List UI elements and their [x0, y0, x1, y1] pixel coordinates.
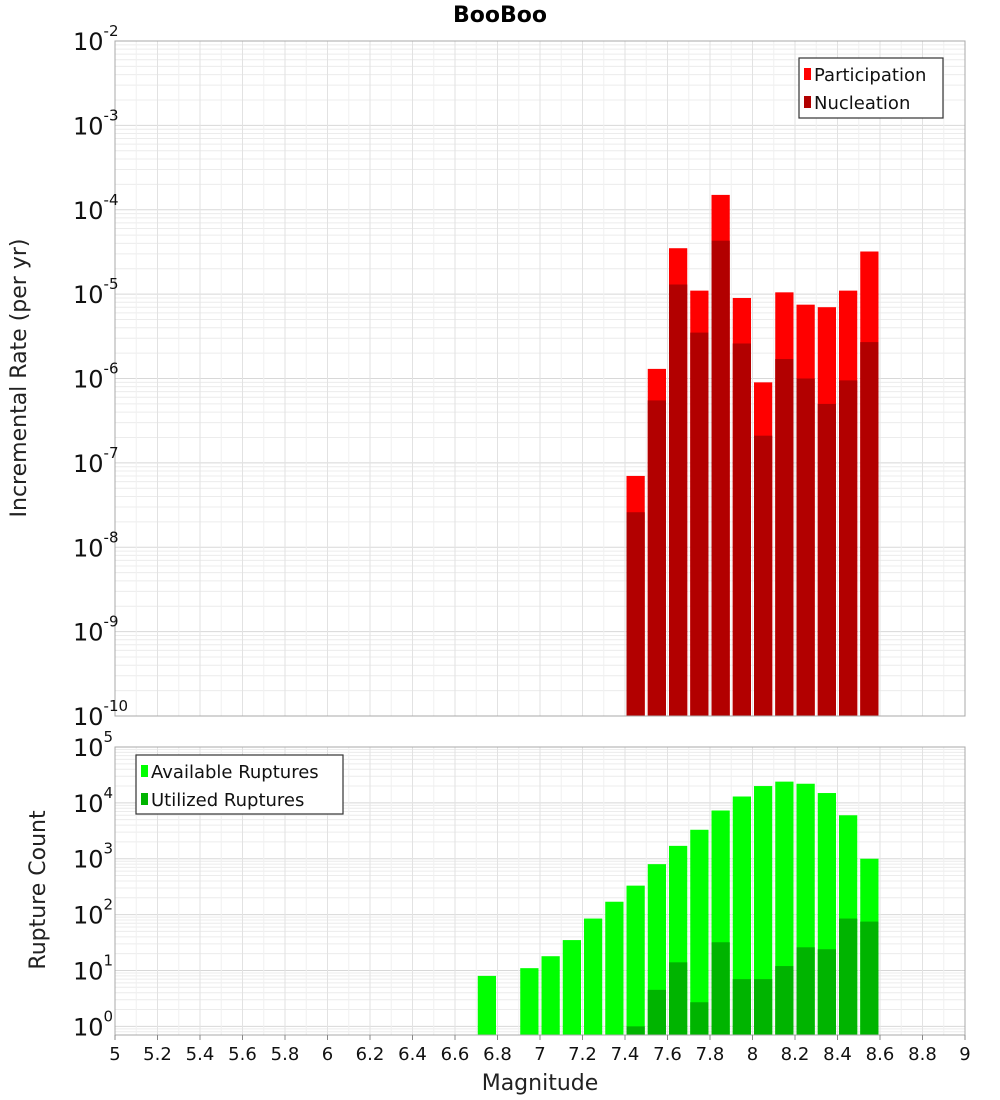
rate-grid: [114, 41, 966, 717]
rate-y-tick-label: 10-4: [73, 191, 119, 225]
x-tick-label: 7.6: [653, 1044, 682, 1065]
x-tick-label: 5.2: [143, 1044, 172, 1065]
rate-y-tick-label: 10-5: [73, 275, 119, 309]
rate-legend: Participation Nucleation: [798, 57, 944, 119]
rate-bar: [839, 380, 858, 716]
rate-y-tick-label: 10-10: [73, 697, 128, 731]
x-tick-label: 8.2: [781, 1044, 810, 1065]
x-tick-label: 5.4: [186, 1044, 215, 1065]
rupture-count-panel: 100 101 102 103 104 105 Available Ruptures Util…: [73, 728, 971, 1065]
count-bar: [690, 1002, 709, 1035]
count-legend-swatch: [141, 793, 148, 805]
x-tick-label: 7.4: [611, 1044, 640, 1065]
x-tick-label: 6: [322, 1044, 333, 1065]
x-tick-label: 6.6: [441, 1044, 470, 1065]
count-bar: [562, 940, 581, 1035]
count-y-tick-label: 101: [73, 951, 113, 985]
x-tick-label: 8.4: [823, 1044, 852, 1065]
rate-y-tick-label: 10-9: [73, 613, 119, 647]
rate-series-nucleation: [626, 240, 879, 717]
rate-bar: [647, 400, 666, 716]
rate-legend-label: Participation: [814, 65, 926, 86]
count-legend: Available Ruptures Utilized Ruptures: [135, 754, 344, 815]
x-tick-label: 9: [959, 1044, 970, 1065]
count-bar: [732, 796, 751, 1035]
count-bar: [669, 962, 688, 1035]
count-bar: [839, 918, 858, 1035]
rate-bar: [796, 378, 815, 716]
rate-panel: 10-10 10-9 10-8 10-7 10-6 10-5 10-4 10-3 10-2 Par…: [73, 22, 966, 731]
x-tick-labels: 5 5.2 5.4 5.6 5.8 6 6.2 6.4 6.6 6.8 7 7.2 7.4 7.6 7.8 8…: [109, 1035, 971, 1065]
count-bar: [860, 921, 879, 1035]
x-tick-label: 6.4: [398, 1044, 427, 1065]
count-bar: [541, 956, 560, 1035]
rate-y-axis-label: Incremental Rate (per yr): [7, 239, 32, 518]
rate-bar: [754, 435, 773, 716]
rate-legend-swatch: [804, 68, 811, 80]
rate-bar: [669, 284, 688, 716]
count-bar: [775, 966, 794, 1035]
x-tick-label: 5.8: [271, 1044, 300, 1065]
count-y-tick-label: 103: [73, 840, 113, 874]
x-tick-label: 8.8: [908, 1044, 937, 1065]
rate-frame: [114, 40, 966, 717]
rate-bar: [732, 343, 751, 716]
count-bar: [626, 885, 645, 1035]
rate-bar: [690, 332, 709, 716]
rate-bar: [817, 403, 836, 716]
count-bar: [584, 918, 603, 1035]
rate-bar: [775, 359, 794, 716]
rate-bar: [860, 342, 879, 716]
rate-y-tick-label: 10-8: [73, 528, 119, 562]
count-y-tick-label: 105: [73, 728, 113, 762]
x-tick-label: 7.2: [568, 1044, 597, 1065]
x-tick-label: 7: [534, 1044, 545, 1065]
rate-legend-swatch: [804, 96, 811, 108]
rate-y-tick-label: 10-3: [73, 106, 119, 140]
rate-bar: [626, 512, 645, 716]
rate-bar: [711, 240, 730, 717]
magnitude-x-axis-label: Magnitude: [482, 1071, 599, 1096]
count-bar: [626, 1026, 645, 1035]
count-bar: [817, 949, 836, 1035]
count-bar: [605, 901, 624, 1035]
x-tick-label: 5.6: [228, 1044, 257, 1065]
x-tick-label: 7.8: [696, 1044, 725, 1065]
x-tick-label: 8.6: [866, 1044, 895, 1065]
x-tick-label: 6.8: [483, 1044, 512, 1065]
count-bar: [754, 786, 773, 1035]
count-y-tick-label: 100: [73, 1007, 113, 1041]
count-y-tick-label: 104: [73, 784, 113, 818]
count-bar: [754, 979, 773, 1035]
chart-title: BooBoo: [453, 3, 547, 28]
count-bar: [477, 975, 496, 1035]
count-bar: [711, 942, 730, 1035]
count-legend-label: Utilized Ruptures: [151, 790, 304, 811]
rate-y-tick-label: 10-2: [73, 22, 119, 56]
rate-legend-label: Nucleation: [814, 93, 910, 114]
count-bar: [690, 829, 709, 1035]
rate-y-tick-label: 10-6: [73, 360, 119, 394]
count-bar: [732, 979, 751, 1035]
x-tick-label: 5: [109, 1044, 120, 1065]
count-bar: [647, 989, 666, 1035]
count-series-utilized-ruptures: [626, 918, 879, 1035]
x-tick-label: 8: [747, 1044, 758, 1065]
count-bar: [796, 947, 815, 1035]
rupture-count-y-axis-label: Rupture Count: [26, 810, 51, 970]
count-legend-swatch: [141, 765, 148, 777]
x-tick-label: 6.2: [356, 1044, 385, 1065]
count-legend-label: Available Ruptures: [151, 762, 319, 783]
count-bar: [520, 968, 539, 1035]
count-y-tick-label: 102: [73, 896, 113, 930]
rate-y-tick-label: 10-7: [73, 444, 119, 478]
